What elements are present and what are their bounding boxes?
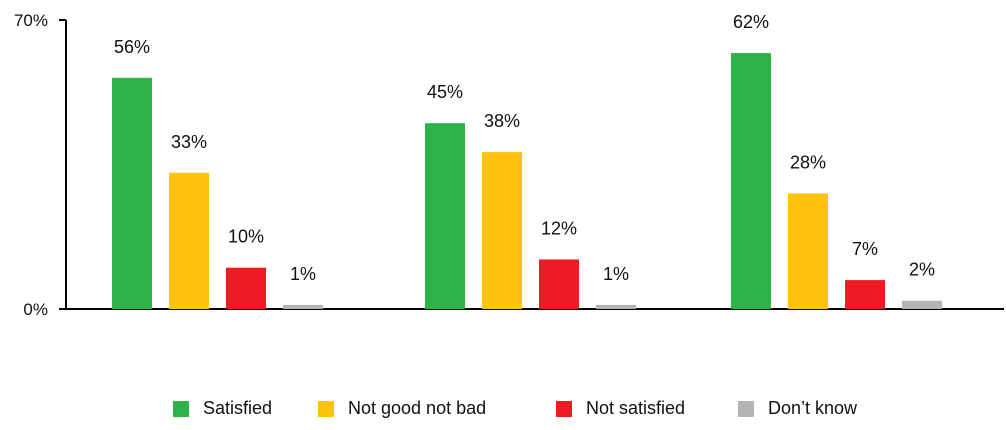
data-label: 10% xyxy=(228,227,264,247)
data-label: 2% xyxy=(909,260,935,280)
data-label: 12% xyxy=(541,218,577,238)
legend-swatch-not-good-not-bad xyxy=(318,400,334,417)
bar-not-good-not-bad-group-2 xyxy=(482,152,522,309)
legend-item-dont-know: Don’t know xyxy=(738,398,857,419)
legend-item-not-satisfied: Not satisfied xyxy=(556,398,685,419)
legend-label-dont-know: Don’t know xyxy=(768,398,858,418)
bar-not-satisfied-group-2 xyxy=(539,259,579,309)
legend-swatch-not-satisfied xyxy=(556,400,572,417)
legend-item-not-good-not-bad: Not good not bad xyxy=(318,398,486,419)
data-label: 38% xyxy=(484,111,520,131)
legend-label-not-good-not-bad: Not good not bad xyxy=(348,398,487,418)
legend-swatch-satisfied xyxy=(173,400,189,417)
legend-item-satisfied: Satisfied xyxy=(173,398,272,419)
bar-don-t-know-group-1 xyxy=(283,304,323,309)
data-label: 28% xyxy=(790,152,826,172)
bar-satisfied-group-1 xyxy=(112,77,152,309)
data-label: 56% xyxy=(114,37,150,57)
bar-not-good-not-bad-group-1 xyxy=(169,172,209,309)
bars xyxy=(112,53,942,310)
legend-swatch-dont-know xyxy=(738,400,754,417)
bar-chart: 0% 70% 56% 45% 62% 33% 38% 28% 10% 12% 7% 1% 1% 2% xyxy=(14,11,1004,319)
y-tick-label: 0% xyxy=(23,300,48,319)
bar-not-satisfied-group-3 xyxy=(845,280,885,309)
data-label: 62% xyxy=(733,12,769,32)
data-label: 1% xyxy=(290,264,316,284)
bar-not-satisfied-group-1 xyxy=(226,267,266,309)
data-label: 1% xyxy=(603,264,629,284)
y-tick-label: 70% xyxy=(14,11,48,30)
data-label: 45% xyxy=(427,82,463,102)
bar-not-good-not-bad-group-3 xyxy=(788,193,828,309)
bar-don-t-know-group-3 xyxy=(902,300,942,309)
data-label: 33% xyxy=(171,132,207,152)
bar-don-t-know-group-2 xyxy=(596,304,636,309)
legend-label-satisfied: Satisfied xyxy=(203,398,273,418)
legend: Satisfied Not good not bad Not satisfied… xyxy=(0,398,1006,428)
data-labels: 56% 45% 62% 33% 38% 28% 10% 12% 7% 1% 1% 2% xyxy=(114,12,935,284)
legend-label-not-satisfied: Not satisfied xyxy=(586,398,686,418)
data-label: 7% xyxy=(852,239,878,259)
bar-satisfied-group-2 xyxy=(425,123,465,309)
bar-satisfied-group-3 xyxy=(731,53,771,310)
